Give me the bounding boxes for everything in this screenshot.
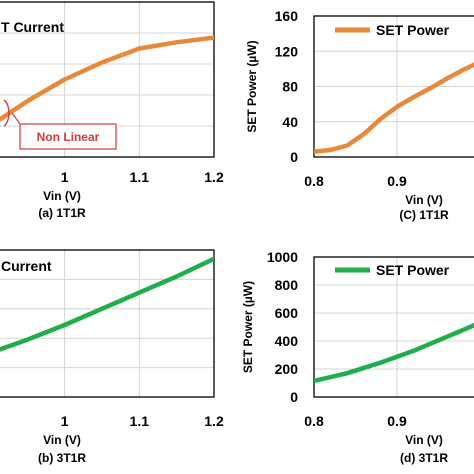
x-axis-title: Vin (V) (405, 193, 443, 207)
x-tick-label: 0.9 (387, 413, 407, 429)
legend: Current (1, 258, 52, 274)
panel-caption: (a) 1T1R (38, 206, 86, 220)
plot-frame (313, 15, 474, 158)
plot-frame (0, 1, 215, 158)
panel-caption: (d) 3T1R (400, 451, 448, 465)
gridlines (0, 250, 214, 397)
x-tick-label: 0.8 (304, 413, 324, 429)
chart-panel-c: 0.80.9104080120160Vin (V)SET Power (µW)(… (245, 8, 474, 222)
y-tick-label: 800 (275, 277, 299, 293)
series-line-d-0 (314, 322, 474, 384)
y-tick-label: 200 (275, 361, 299, 377)
chart-panel-d: 0.80.9102004006008001000Vin (V)SET Power… (241, 249, 474, 465)
y-tick-label: 600 (275, 305, 299, 321)
annotation-label: Non Linear (37, 130, 100, 144)
y-axis-title: SET Power (µW) (241, 281, 255, 373)
y-tick-label: 400 (275, 333, 299, 349)
legend-label: SET Power (376, 262, 450, 278)
y-axis-title: SET Power (µW) (245, 40, 259, 132)
x-tick-label: 1.2 (204, 169, 224, 185)
x-tick-label: 1.1 (130, 413, 150, 429)
annotation-leader (11, 112, 21, 125)
x-tick-label: 1.1 (130, 169, 150, 185)
x-axis-title: Vin (V) (405, 433, 443, 447)
legend-label: SET Power (376, 22, 450, 38)
y-tick-label: 40 (282, 114, 298, 130)
panel-caption: (C) 1T1R (399, 208, 449, 222)
gridlines (314, 257, 474, 397)
x-tick-label: 1 (61, 413, 69, 429)
legend-label: Current (1, 258, 52, 274)
annotation-box (19, 123, 117, 150)
x-tick-label: 0.9 (387, 173, 407, 189)
annotation-circle (3, 99, 10, 127)
legend: SET Power (335, 22, 450, 38)
x-tick-label: 1.2 (204, 413, 224, 429)
y-tick-label: 0 (290, 149, 298, 165)
series-line-a-0 (0, 35, 214, 122)
plot-frame (0, 249, 215, 398)
y-tick-label: 0 (290, 389, 298, 405)
gridlines (314, 16, 474, 157)
x-tick-label: 1 (61, 169, 69, 185)
nonlinear-annotation: Non Linear (3, 99, 117, 150)
legend: T Current (1, 19, 64, 35)
legend: SET Power (335, 262, 450, 278)
y-tick-label: 80 (282, 79, 298, 95)
y-tick-label: 1000 (267, 249, 298, 265)
y-tick-label: 120 (275, 43, 299, 59)
panel-caption: (b) 3T1R (38, 451, 86, 465)
x-tick-label: 0.8 (304, 173, 324, 189)
series-line-b-0 (0, 256, 214, 352)
legend-label: T Current (1, 19, 64, 35)
x-axis-title: Vin (V) (43, 433, 81, 447)
series-line-c-0 (314, 62, 474, 154)
x-axis-title: Vin (V) (43, 189, 81, 203)
plot-frame (313, 256, 474, 398)
y-tick-label: 160 (275, 8, 299, 24)
